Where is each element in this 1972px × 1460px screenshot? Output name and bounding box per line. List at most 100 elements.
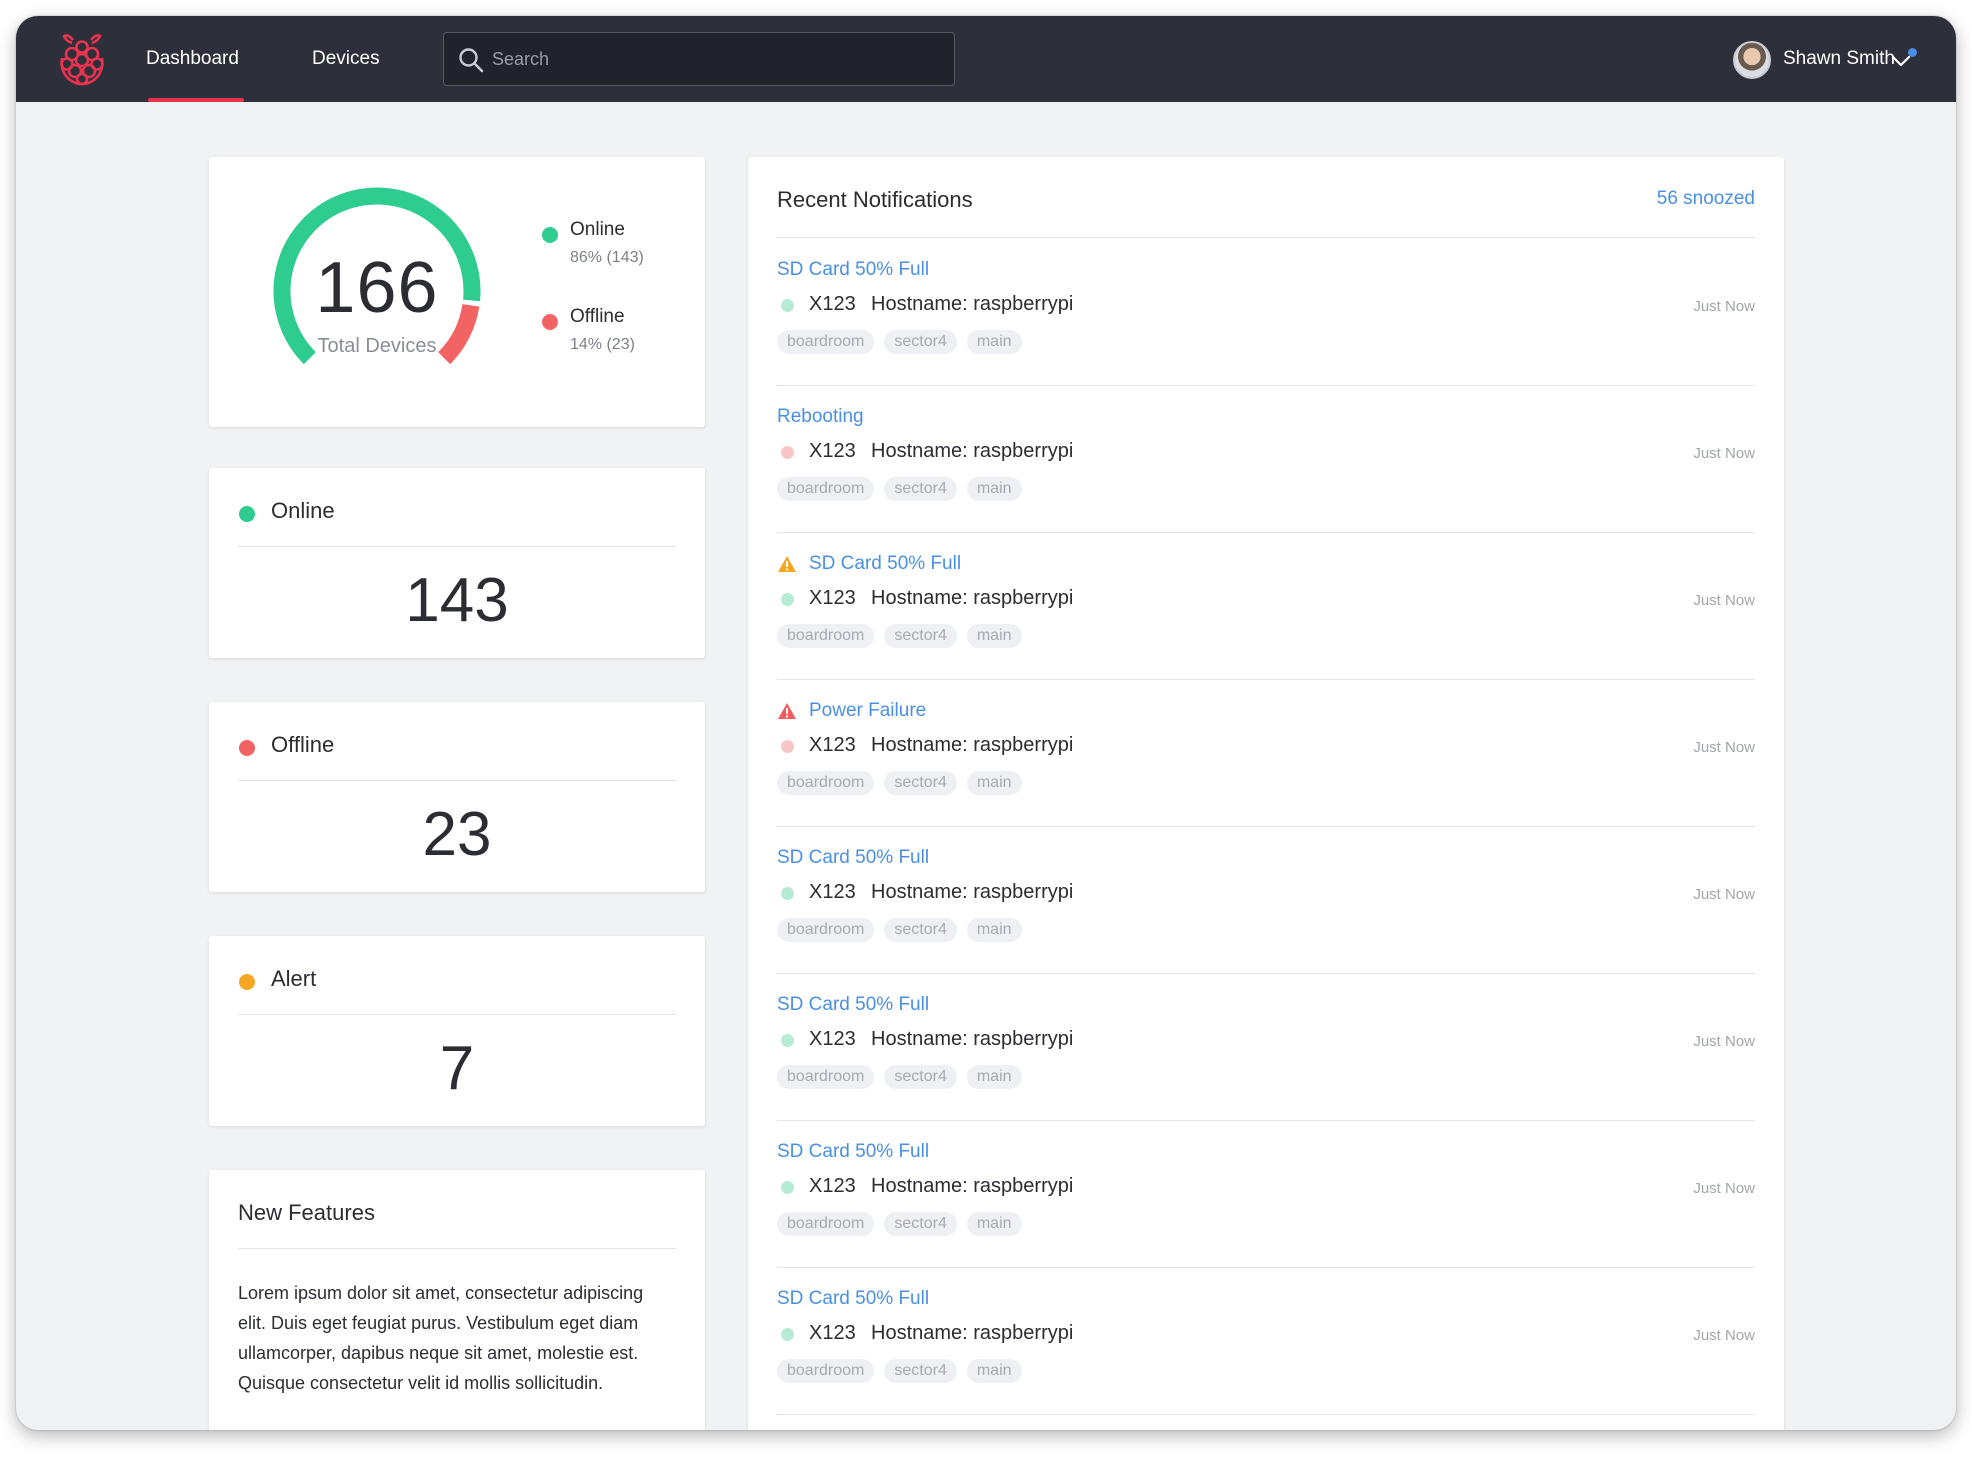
tag-chip[interactable]: sector4: [884, 918, 957, 942]
legend-offline-detail: 14% (23): [570, 336, 635, 353]
notification-title[interactable]: SD Card 50% Full: [777, 1141, 930, 1162]
notification-item[interactable]: SD Card 50% Full X123 Hostname: raspberryp…: [777, 1121, 1755, 1268]
warning-icon: [778, 556, 796, 572]
tag-chip[interactable]: sector4: [884, 1212, 957, 1236]
notification-timestamp: Just Now: [1693, 1180, 1755, 1197]
divider: [238, 1014, 676, 1015]
alert-stat-title: Alert: [271, 966, 317, 991]
tag-chip[interactable]: main: [966, 1212, 1022, 1236]
tag-chip[interactable]: main: [966, 1065, 1022, 1089]
new-features-title: New Features: [238, 1200, 375, 1225]
divider: [238, 780, 676, 781]
tag-chip[interactable]: main: [966, 771, 1022, 795]
nav-tab-devices[interactable]: Devices: [312, 16, 380, 102]
tag-list: boardroom sector4 main: [777, 477, 1022, 501]
user-menu[interactable]: Shawn Smith: [1696, 16, 1956, 102]
new-features-card: New Features Lorem ipsum dolor sit amet,…: [209, 1170, 705, 1430]
search-box[interactable]: [443, 32, 955, 86]
tag-chip[interactable]: main: [966, 918, 1022, 942]
notification-timestamp: Just Now: [1693, 886, 1755, 903]
alert-stat-value: 7: [439, 1034, 475, 1103]
search-icon: [459, 48, 484, 73]
device-status-dot: [781, 887, 794, 900]
device-id: X123: [809, 1028, 856, 1050]
tag-chip[interactable]: boardroom: [777, 771, 875, 795]
notification-timestamp: Just Now: [1693, 298, 1755, 315]
avatar[interactable]: [1733, 41, 1771, 79]
search-input[interactable]: [492, 33, 932, 85]
legend-offline-label: Offline: [570, 306, 625, 327]
tag-chip[interactable]: boardroom: [777, 1065, 875, 1089]
tag-chip[interactable]: boardroom: [777, 330, 875, 354]
tag-chip[interactable]: boardroom: [777, 1212, 875, 1236]
user-name[interactable]: Shawn Smith: [1783, 48, 1895, 69]
tag-chip[interactable]: main: [966, 477, 1022, 501]
notification-title[interactable]: SD Card 50% Full: [777, 994, 930, 1015]
nav-tab-dashboard[interactable]: Dashboard: [146, 16, 244, 102]
device-hostname: Hostname: raspberrypi: [871, 440, 1074, 462]
online-stat-card[interactable]: Online 143: [209, 468, 705, 658]
notification-title[interactable]: SD Card 50% Full: [777, 259, 930, 280]
online-dot-icon: [239, 506, 255, 522]
raspberry-logo-icon[interactable]: [56, 32, 108, 86]
tag-chip[interactable]: boardroom: [777, 1359, 875, 1383]
gauge-online-arc: [273, 187, 481, 365]
device-id: X123: [809, 1322, 856, 1344]
device-hostname: Hostname: raspberrypi: [871, 293, 1074, 315]
tag-list: boardroom sector4 main: [777, 771, 1022, 795]
total-devices-label: Total Devices: [317, 335, 437, 357]
nav-tab-dashboard-label: Dashboard: [146, 48, 239, 69]
tag-chip[interactable]: sector4: [884, 771, 957, 795]
tag-chip[interactable]: main: [966, 330, 1022, 354]
online-stat-title: Online: [271, 498, 335, 523]
chevron-down-icon[interactable]: [1890, 52, 1912, 68]
tag-chip[interactable]: sector4: [884, 624, 957, 648]
legend-online-detail: 86% (143): [570, 249, 644, 266]
offline-stat-value: 23: [422, 800, 492, 869]
tag-chip[interactable]: sector4: [884, 1065, 957, 1089]
notification-title[interactable]: Rebooting: [777, 406, 864, 427]
device-hostname: Hostname: raspberrypi: [871, 881, 1074, 903]
tag-chip[interactable]: main: [966, 624, 1022, 648]
notification-item[interactable]: SD Card 50% Full X123 Hostname: raspberryp…: [777, 533, 1755, 680]
recent-notifications-title: Recent Notifications: [777, 187, 973, 212]
notification-timestamp: Just Now: [1693, 739, 1755, 756]
device-id: X123: [809, 1175, 856, 1197]
device-hostname: Hostname: raspberrypi: [871, 1028, 1074, 1050]
notification-item[interactable]: Power Failure X123 Hostname: raspberrypi Ju…: [777, 680, 1755, 827]
tag-chip[interactable]: boardroom: [777, 477, 875, 501]
device-status-dot: [781, 1034, 794, 1047]
device-id: X123: [809, 587, 856, 609]
snoozed-link[interactable]: 56 snoozed: [1656, 188, 1755, 209]
tag-list: boardroom sector4 main: [777, 918, 1022, 942]
total-devices-gauge: [273, 187, 481, 365]
total-devices-card: 166 Total Devices Online 86% (143) Offli…: [209, 157, 705, 427]
notification-title[interactable]: SD Card 50% Full: [809, 553, 962, 574]
notification-title[interactable]: SD Card 50% Full: [777, 847, 930, 868]
notification-item[interactable]: SD Card 50% Full X123 Hostname: raspberryp…: [777, 827, 1755, 974]
notification-title[interactable]: SD Card 50% Full: [777, 1288, 930, 1309]
top-nav-bar: Dashboard Devices Shawn Smith: [16, 16, 1956, 102]
alert-stat-card[interactable]: Alert 7: [209, 936, 705, 1126]
notification-item[interactable]: SD Card 50% Full X123 Hostname: raspberryp…: [777, 239, 1755, 386]
total-devices-count: 166: [315, 248, 439, 328]
notification-timestamp: Just Now: [1693, 592, 1755, 609]
tag-chip[interactable]: main: [966, 1359, 1022, 1383]
notification-item[interactable]: SD Card 50% Full X123 Hostname: raspberryp…: [777, 1268, 1755, 1415]
tag-chip[interactable]: sector4: [884, 477, 957, 501]
offline-stat-title: Offline: [271, 732, 335, 757]
device-status-dot: [781, 299, 794, 312]
tag-chip[interactable]: boardroom: [777, 918, 875, 942]
offline-stat-card[interactable]: Offline 23: [209, 702, 705, 892]
notification-item[interactable]: SD Card 50% Full X123 Hostname: raspberryp…: [777, 974, 1755, 1121]
online-stat-value: 143: [405, 566, 509, 635]
tag-list: boardroom sector4 main: [777, 1212, 1022, 1236]
notification-item[interactable]: Rebooting X123 Hostname: raspberrypi Just N…: [777, 386, 1755, 533]
device-status-dot: [781, 1328, 794, 1341]
legend-online-label: Online: [570, 219, 625, 240]
notification-title[interactable]: Power Failure: [809, 700, 927, 721]
tag-list: boardroom sector4 main: [777, 1359, 1022, 1383]
tag-chip[interactable]: sector4: [884, 1359, 957, 1383]
tag-chip[interactable]: boardroom: [777, 624, 875, 648]
tag-chip[interactable]: sector4: [884, 330, 957, 354]
